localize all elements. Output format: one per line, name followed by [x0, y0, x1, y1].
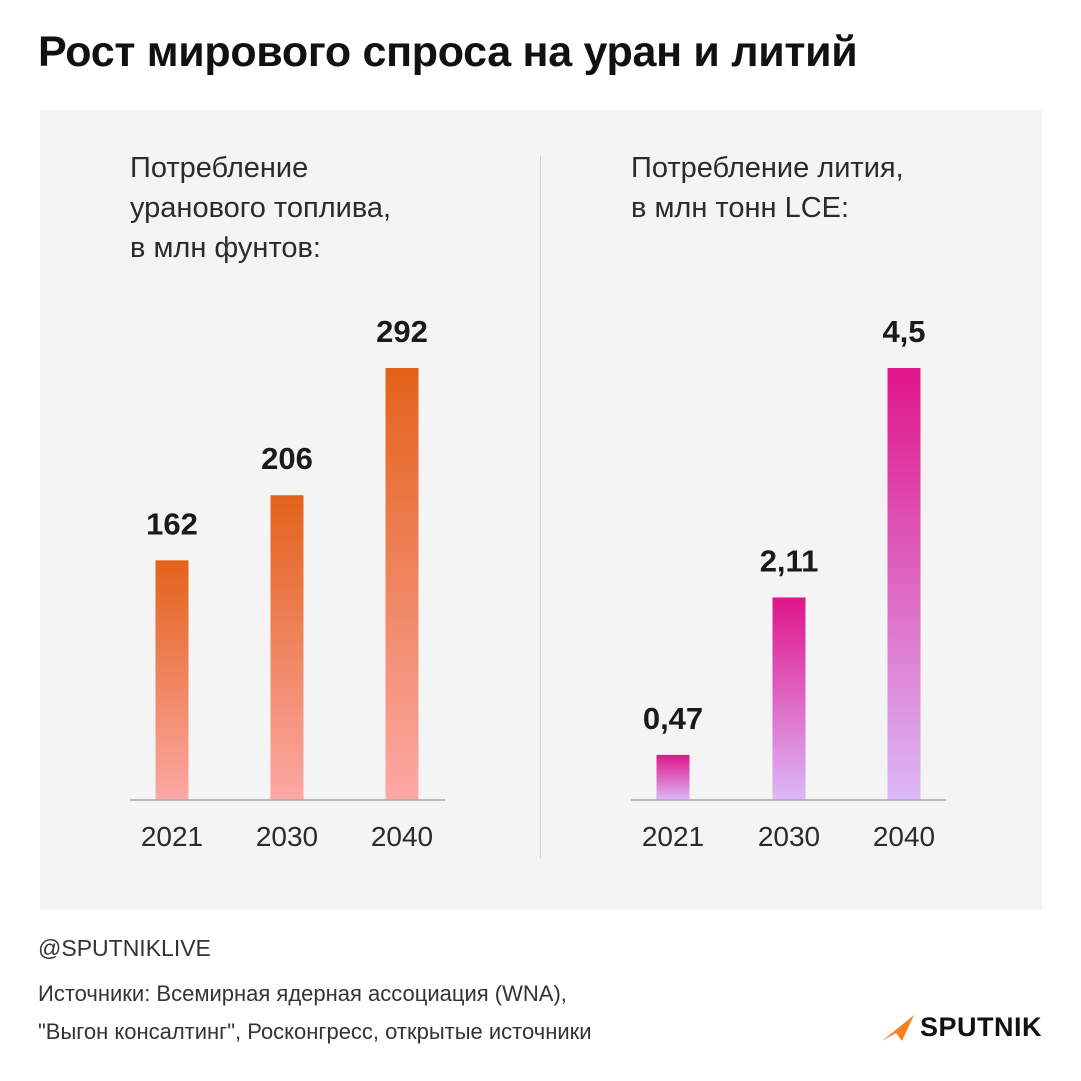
- lithium-chart: 0,47 2021 2,11 2030 4,5 2040: [631, 314, 946, 852]
- logo-text: SPUTNIK: [920, 1012, 1043, 1042]
- uranium-title-line: Потребление: [130, 152, 309, 184]
- bar-2040: [385, 368, 419, 800]
- x-tick-label: 2040: [371, 821, 433, 852]
- uranium-title-line: уранового топлива,: [130, 192, 392, 224]
- x-tick-label: 2030: [256, 821, 318, 852]
- data-label: 4,5: [882, 314, 925, 349]
- sputnik-logo-icon: [882, 1014, 914, 1041]
- chart-panel: [40, 110, 1042, 910]
- data-label: 0,47: [643, 701, 703, 736]
- sources-line: "Выгон консалтинг", Росконгресс, открыты…: [38, 1019, 592, 1044]
- bar-2021: [155, 560, 189, 800]
- x-tick-label: 2021: [141, 821, 203, 852]
- data-label: 292: [376, 314, 428, 349]
- lithium-title-line: в млн тонн LCE:: [631, 192, 850, 224]
- bar-2030: [270, 495, 304, 800]
- uranium-chart: 162 2021 206 2030 292 2040: [130, 314, 445, 852]
- x-tick-label: 2030: [758, 821, 820, 852]
- footer-handle: @SPUTNIKLIVE: [38, 935, 211, 961]
- chart-divider: [540, 156, 541, 858]
- lithium-chart-title: Потребление лития, в млн тонн LCE:: [631, 148, 904, 228]
- sputnik-logo: SPUTNIK: [880, 1012, 1042, 1043]
- data-label: 2,11: [760, 543, 819, 578]
- page-title: Рост мирового спроса на уран и литий: [38, 28, 858, 76]
- uranium-title-line: в млн фунтов:: [130, 232, 321, 264]
- sources-line: Источники: Всемирная ядерная ассоциация …: [38, 981, 567, 1006]
- x-tick-label: 2021: [642, 821, 704, 852]
- footer-sources: Источники: Всемирная ядерная ассоциация …: [38, 975, 592, 1051]
- data-label: 162: [146, 506, 198, 541]
- x-tick-label: 2040: [873, 821, 935, 852]
- bar-2040: [887, 368, 921, 800]
- bar-2021: [656, 754, 690, 800]
- bar-2030: [772, 597, 806, 800]
- data-label: 206: [261, 441, 313, 476]
- lithium-title-line: Потребление лития,: [631, 152, 904, 184]
- uranium-chart-title: Потребление уранового топлива, в млн фун…: [130, 148, 391, 268]
